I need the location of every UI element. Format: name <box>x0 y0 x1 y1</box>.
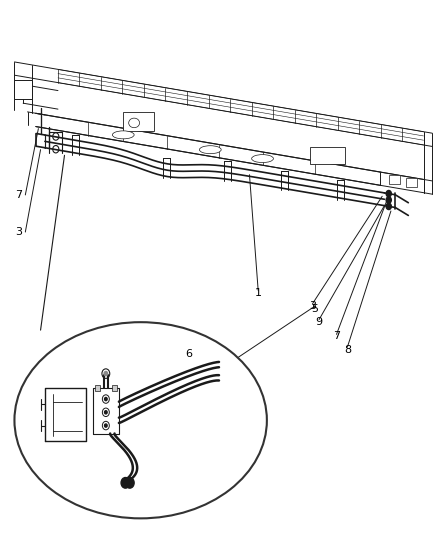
Bar <box>406 177 417 187</box>
Circle shape <box>105 398 107 401</box>
Circle shape <box>386 197 391 203</box>
Ellipse shape <box>199 146 221 154</box>
Ellipse shape <box>129 118 140 128</box>
Bar <box>311 147 345 164</box>
Bar <box>95 385 100 391</box>
Circle shape <box>105 411 107 414</box>
Circle shape <box>105 424 107 427</box>
Text: 6: 6 <box>185 349 192 359</box>
Text: 8: 8 <box>344 345 351 356</box>
Text: 5: 5 <box>311 304 318 314</box>
Text: 3: 3 <box>15 227 22 237</box>
FancyBboxPatch shape <box>14 80 32 99</box>
Text: 9: 9 <box>315 317 323 327</box>
Text: 1: 1 <box>254 288 261 298</box>
Ellipse shape <box>252 155 273 163</box>
Text: 7: 7 <box>333 332 340 342</box>
Circle shape <box>386 190 391 197</box>
Circle shape <box>104 372 108 376</box>
Ellipse shape <box>113 131 134 139</box>
Circle shape <box>386 203 391 209</box>
Bar <box>123 112 154 131</box>
Text: 3: 3 <box>309 301 316 311</box>
Circle shape <box>125 478 134 488</box>
Bar <box>112 385 117 391</box>
Circle shape <box>121 478 130 488</box>
Bar <box>389 175 399 184</box>
Ellipse shape <box>14 322 267 519</box>
Text: 7: 7 <box>15 190 22 200</box>
